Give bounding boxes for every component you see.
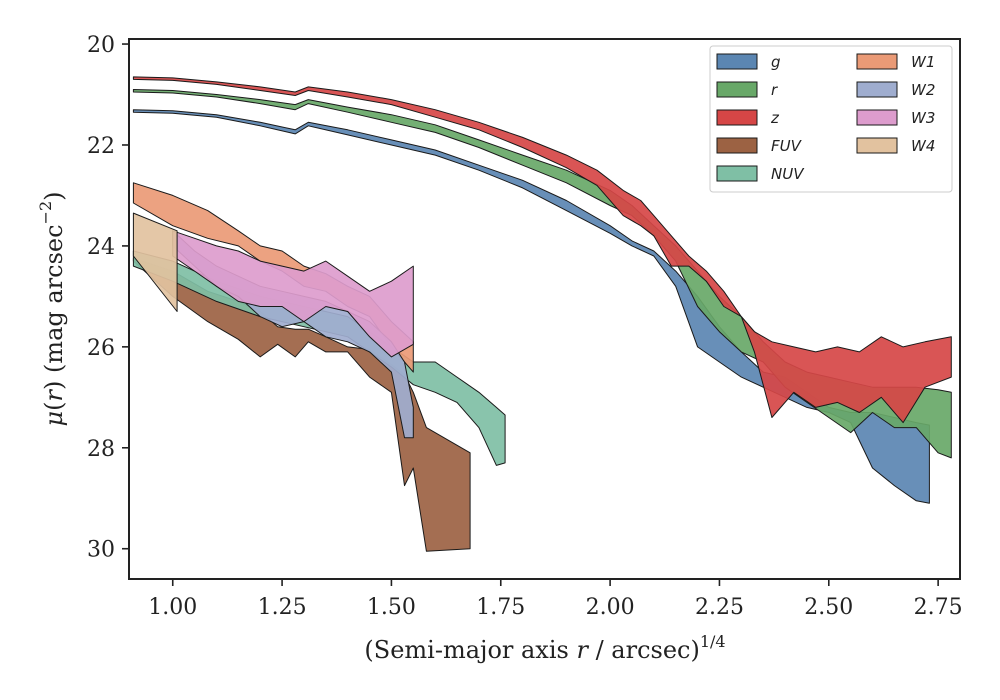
y-axis-label-var: r [40, 389, 68, 402]
legend-label-w3: W3 [911, 109, 935, 127]
x-tick-label: 1.00 [148, 595, 197, 620]
band-g [132, 109, 930, 504]
y-tick-label: 26 [87, 336, 115, 361]
legend-label-w1: W1 [911, 53, 935, 71]
legend: grz FUV NUV W1 W2 W3 W4 [709, 45, 953, 193]
y-axis-label: μ(r) (mag arcsec−2) [36, 191, 68, 426]
x-tick-label: 1.50 [367, 595, 416, 620]
legend-label-nuv: NUV [771, 165, 805, 183]
legend-label-r: r [771, 81, 778, 99]
band-r [132, 89, 952, 459]
legend-swatch-w2 [856, 81, 898, 98]
x-axis-label-var: r [576, 636, 589, 664]
legend-label-w4: W4 [911, 137, 935, 155]
legend-swatch-g [716, 53, 758, 70]
legend-label-fuv: FUV [771, 137, 803, 155]
bands-layer [132, 76, 952, 552]
legend-label-z: z [770, 109, 780, 127]
legend-swatch-w1 [856, 53, 898, 70]
x-axis-label-pre: (Semi-major axis [364, 636, 576, 664]
x-axis-label-sup: 1/4 [700, 632, 726, 651]
y-axis-label-close: ) (mag arcsec [40, 224, 68, 390]
legend-label-g: g [771, 53, 781, 71]
band-w3 [172, 230, 414, 358]
legend-swatch-w3 [856, 109, 898, 126]
x-tick-label: 1.75 [476, 595, 525, 620]
x-tick-label: 2.00 [586, 595, 635, 620]
x-tick-label: 1.25 [258, 595, 307, 620]
legend-swatch-w4 [856, 137, 898, 154]
x-tick-label: 2.75 [914, 595, 963, 620]
y-tick-label: 20 [87, 33, 115, 58]
legend-swatch-z [716, 109, 758, 126]
x-axis-label-mid: / arcsec) [588, 636, 700, 664]
legend-label-w2: W2 [911, 81, 935, 99]
x-tick-label: 2.50 [804, 595, 853, 620]
y-tick-label: 30 [87, 538, 115, 563]
y-tick-label: 28 [87, 437, 115, 462]
legend-swatch-fuv [716, 137, 758, 154]
y-axis-label-sup: −2 [36, 201, 55, 225]
y-axis-ticks: 20 22 24 26 28 30 [87, 33, 129, 563]
y-axis-label-mu: μ [40, 411, 68, 427]
x-tick-label: 2.25 [695, 595, 744, 620]
legend-swatch-nuv [716, 165, 758, 182]
y-tick-label: 24 [87, 235, 115, 260]
x-axis-ticks: 1.00 1.25 1.50 1.75 2.00 2.25 2.50 2.75 [148, 579, 963, 620]
band-w4 [132, 212, 178, 312]
band-z [132, 76, 952, 424]
x-axis-label: (Semi-major axis r / arcsec)1/4 [364, 632, 725, 664]
band-w1 [132, 182, 414, 373]
y-axis-label-end: ) [40, 191, 68, 200]
legend-swatch-r [716, 81, 758, 98]
y-axis-label-open: ( [40, 402, 68, 411]
plot-frame [128, 38, 961, 580]
y-tick-label: 22 [87, 134, 115, 159]
